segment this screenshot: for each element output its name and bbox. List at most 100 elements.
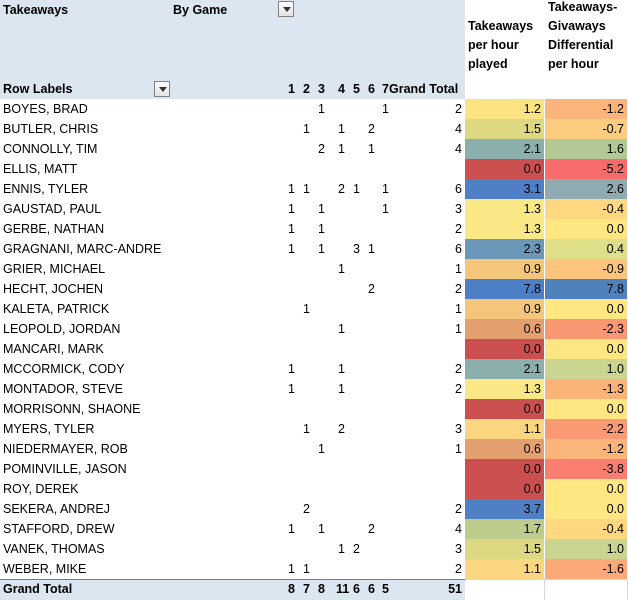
takeaways-per-hour-cell: 2.3: [465, 239, 545, 259]
game-count-cell: 1: [368, 142, 375, 156]
player-name: SEKERA, ANDREJ: [3, 502, 110, 516]
table-row: GRIER, MICHAEL 1 1 0.9 -0.9: [0, 259, 628, 279]
game-count-cell: 1: [368, 242, 375, 256]
game-count-cell: [380, 299, 391, 319]
game-count-cell: [316, 359, 327, 379]
game-count-cell: [351, 439, 362, 459]
game-count-cell: [316, 299, 327, 319]
game-count-cell: [351, 379, 362, 399]
grand-total-game-cell: 7: [303, 582, 310, 596]
game-count-cell: [351, 259, 362, 279]
table-row: MANCARI, MARK 0.0 0.0: [0, 339, 628, 359]
game-column-header: 3: [318, 82, 325, 96]
player-name: MANCARI, MARK: [3, 342, 104, 356]
takeaways-per-hour-cell: 1.5: [465, 119, 545, 139]
game-count-cell: [366, 359, 377, 379]
game-count-cell: [336, 519, 347, 539]
player-name: MONTADOR, STEVE: [3, 382, 123, 396]
game-count-cell: [366, 199, 377, 219]
grand-total-game-cell: 6: [368, 582, 375, 596]
grand-total-blank-cell: [545, 579, 628, 600]
game-count-cell: [366, 559, 377, 579]
takeaways-per-hour-cell: 1.1: [465, 559, 545, 579]
game-count-cell: [286, 339, 297, 359]
player-name: GRIER, MICHAEL: [3, 262, 106, 276]
pivot-header-background: [0, 0, 465, 99]
grand-total-game-cell: 5: [382, 582, 389, 596]
metric2-line1: Takeaways-: [548, 0, 618, 14]
game-count-cell: [301, 219, 312, 239]
takeaways-per-hour-cell: 1.3: [465, 199, 545, 219]
game-count-cell: [351, 139, 362, 159]
row-grand-total: 6: [455, 182, 462, 196]
row-grand-total: 2: [455, 502, 462, 516]
row-grand-total: [400, 339, 462, 359]
game-count-cell: 1: [338, 322, 345, 336]
game-count-cell: [286, 439, 297, 459]
filter-label: By Game: [173, 3, 228, 17]
grand-total-blank-cell: [465, 579, 545, 600]
game-count-cell: [316, 159, 327, 179]
game-count-cell: [301, 359, 312, 379]
differential-per-hour-cell: -5.2: [545, 159, 628, 179]
player-name: MCCORMICK, CODY: [3, 362, 125, 376]
game-count-cell: [316, 479, 327, 499]
game-count-cell: [286, 139, 297, 159]
player-name: POMINVILLE, JASON: [3, 462, 127, 476]
row-grand-total: 4: [455, 142, 462, 156]
game-count-cell: [380, 119, 391, 139]
game-column-header: 1: [288, 82, 295, 96]
game-count-cell: [366, 219, 377, 239]
table-row: BOYES, BRAD 1 1 2 1.2 -1.2: [0, 99, 628, 119]
game-count-cell: [316, 499, 327, 519]
metric2-line3: Differential: [548, 38, 614, 52]
differential-per-hour-cell: 0.0: [545, 299, 628, 319]
takeaways-per-hour-cell: 1.3: [465, 219, 545, 239]
row-grand-total: 2: [455, 362, 462, 376]
grand-total-game-cell: 8: [318, 582, 325, 596]
game-count-cell: [336, 99, 347, 119]
player-name: STAFFORD, DREW: [3, 522, 115, 536]
table-row: GAUSTAD, PAUL 1 1 1 3 1.3 -0.4: [0, 199, 628, 219]
row-labels-dropdown-icon[interactable]: [154, 81, 170, 97]
player-name: MYERS, TYLER: [3, 422, 95, 436]
player-name: WEBER, MIKE: [3, 562, 87, 576]
game-count-cell: [301, 479, 312, 499]
game-count-cell: 1: [288, 562, 295, 576]
game-count-cell: [380, 379, 391, 399]
game-count-cell: [301, 239, 312, 259]
game-count-cell: [366, 539, 377, 559]
game-count-cell: [336, 479, 347, 499]
filter-dropdown-icon[interactable]: [278, 1, 294, 17]
takeaways-per-hour-cell: 1.2: [465, 99, 545, 119]
game-count-cell: [286, 299, 297, 319]
game-count-cell: [351, 199, 362, 219]
differential-per-hour-cell: 1.6: [545, 139, 628, 159]
table-row: GERBE, NATHAN 1 1 2 1.3 0.0: [0, 219, 628, 239]
takeaways-per-hour-cell: 1.1: [465, 419, 545, 439]
game-count-cell: [351, 479, 362, 499]
row-grand-total: [400, 399, 462, 419]
table-row: HECHT, JOCHEN 2 2 7.8 7.8: [0, 279, 628, 299]
player-name: ELLIS, MATT: [3, 162, 78, 176]
row-grand-total: 2: [455, 102, 462, 116]
row-grand-total: 1: [455, 442, 462, 456]
game-count-cell: [301, 279, 312, 299]
takeaways-per-hour-cell: 1.5: [465, 539, 545, 559]
game-count-cell: [351, 159, 362, 179]
takeaways-per-hour-cell: 3.7: [465, 499, 545, 519]
player-name: GAUSTAD, PAUL: [3, 202, 102, 216]
game-count-cell: 1: [303, 302, 310, 316]
row-grand-total: 2: [455, 282, 462, 296]
game-count-cell: 1: [382, 202, 389, 216]
game-count-cell: 3: [353, 242, 360, 256]
game-count-cell: [286, 419, 297, 439]
game-count-cell: 1: [303, 422, 310, 436]
game-count-cell: 2: [368, 282, 375, 296]
game-count-cell: 1: [288, 382, 295, 396]
game-count-cell: [366, 159, 377, 179]
game-count-cell: [301, 439, 312, 459]
takeaways-per-hour-cell: 7.8: [465, 279, 545, 299]
game-count-cell: 1: [318, 222, 325, 236]
table-row: STAFFORD, DREW 1 1 2 4 1.7 -0.4: [0, 519, 628, 539]
